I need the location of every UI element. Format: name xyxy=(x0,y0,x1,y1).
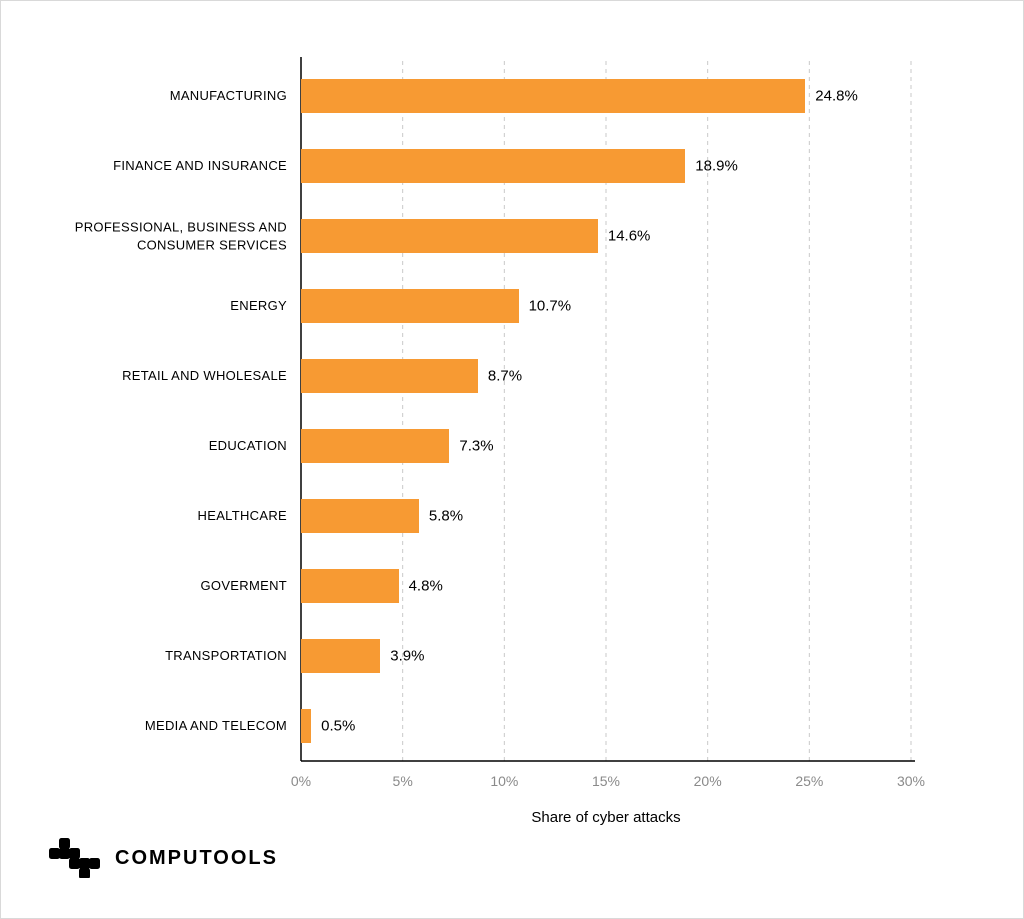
bar-value-label: 24.8% xyxy=(815,88,858,105)
bar-value-label: 7.3% xyxy=(459,438,493,455)
bar xyxy=(301,359,478,393)
chart-plot-area: MANUFACTURING24.8%FINANCE AND INSURANCE1… xyxy=(301,61,911,761)
x-tick-label: 10% xyxy=(490,761,518,789)
x-tick-label: 20% xyxy=(694,761,722,789)
bar xyxy=(301,709,311,743)
bar-row: MEDIA AND TELECOM0.5% xyxy=(301,691,911,761)
bar xyxy=(301,569,399,603)
category-label: MEDIA AND TELECOM xyxy=(41,717,301,735)
bar-row: TRANSPORTATION3.9% xyxy=(301,621,911,691)
bar-row: ENERGY10.7% xyxy=(301,271,911,341)
x-tick-label: 25% xyxy=(795,761,823,789)
bar-value-label: 5.8% xyxy=(429,508,463,525)
bar-row: MANUFACTURING24.8% xyxy=(301,61,911,131)
bar-value-label: 18.9% xyxy=(695,158,738,175)
category-label: EDUCATION xyxy=(41,437,301,455)
bar-row: PROFESSIONAL, BUSINESS AND CONSUMER SERV… xyxy=(301,201,911,271)
bar xyxy=(301,219,598,253)
category-label: RETAIL AND WHOLESALE xyxy=(41,367,301,385)
bar-value-label: 8.7% xyxy=(488,368,522,385)
category-label: GOVERMENT xyxy=(41,577,301,595)
bar-row: EDUCATION7.3% xyxy=(301,411,911,481)
chart-frame: MANUFACTURING24.8%FINANCE AND INSURANCE1… xyxy=(0,0,1024,919)
category-label: FINANCE AND INSURANCE xyxy=(41,157,301,175)
bar-row: RETAIL AND WHOLESALE8.7% xyxy=(301,341,911,411)
x-tick-label: 0% xyxy=(291,761,311,789)
bar xyxy=(301,639,380,673)
category-label: ENERGY xyxy=(41,297,301,315)
category-label: MANUFACTURING xyxy=(41,87,301,105)
category-label: PROFESSIONAL, BUSINESS AND CONSUMER SERV… xyxy=(41,218,301,253)
x-axis-title: Share of cyber attacks xyxy=(531,761,680,826)
bar-value-label: 0.5% xyxy=(321,718,355,735)
brand: COMPUTOOLS xyxy=(49,838,278,878)
bar xyxy=(301,79,805,113)
bar-value-label: 3.9% xyxy=(390,648,424,665)
bar-row: FINANCE AND INSURANCE18.9% xyxy=(301,131,911,201)
category-label: HEALTHCARE xyxy=(41,507,301,525)
bar-value-label: 14.6% xyxy=(608,228,651,245)
x-tick-label: 5% xyxy=(393,761,413,789)
bar-value-label: 10.7% xyxy=(529,298,572,315)
bar xyxy=(301,289,519,323)
bar-row: GOVERMENT4.8% xyxy=(301,551,911,621)
bar-row: HEALTHCARE5.8% xyxy=(301,481,911,551)
bar xyxy=(301,499,419,533)
category-label: TRANSPORTATION xyxy=(41,647,301,665)
brand-logo-icon xyxy=(49,838,101,878)
brand-name: COMPUTOOLS xyxy=(115,847,278,870)
bar xyxy=(301,429,449,463)
bar-value-label: 4.8% xyxy=(409,578,443,595)
x-tick-label: 30% xyxy=(897,761,925,789)
bar xyxy=(301,149,685,183)
